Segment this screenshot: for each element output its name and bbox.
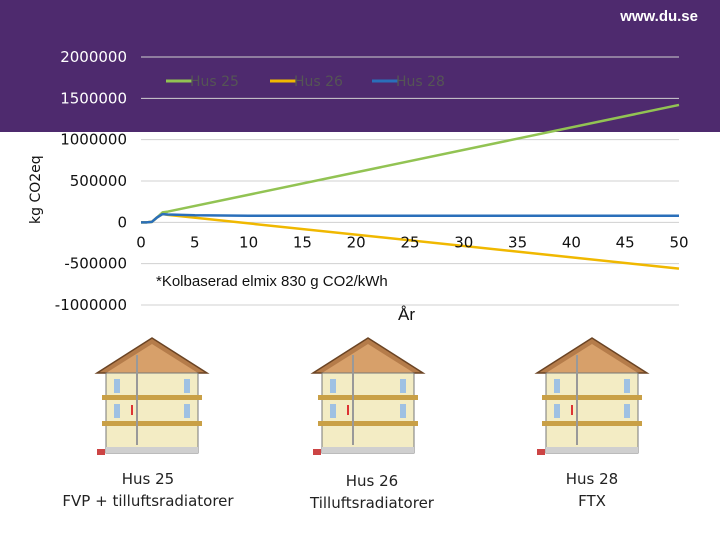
x-tick-label: 30	[454, 233, 473, 251]
y-tick-label: -1000000	[55, 296, 127, 314]
house-system-2: Tilluftsradiatorer	[310, 494, 434, 512]
house-illustration-1	[92, 335, 212, 460]
series-line-1	[141, 103, 680, 224]
house-system-3: FTX	[578, 492, 606, 510]
series-line-3	[141, 212, 679, 224]
y-tick-label: 1000000	[60, 131, 127, 149]
y-tick-label: 0	[117, 213, 127, 231]
x-tick-labels: 0 5 10 15 20 25 30 35 40 45 50	[136, 233, 688, 251]
house-name-1: Hus 25	[121, 470, 175, 488]
x-tick-label: 35	[508, 233, 527, 251]
house-illustration-2	[308, 335, 428, 460]
x-tick-label: 0	[136, 233, 146, 251]
x-axis-label: År	[398, 305, 415, 324]
house-icon	[94, 337, 210, 455]
house-icon	[310, 337, 426, 455]
x-tick-label: 45	[616, 233, 635, 251]
y-axis-label: kg CO2eq	[28, 155, 44, 224]
house-name-2: Hus 26	[345, 472, 399, 490]
x-tick-label: 20	[347, 233, 366, 251]
grid-lines	[141, 56, 679, 306]
house-illustration-3	[532, 335, 652, 460]
house-caption-2: Hus 26 Tilluftsradiatorer	[252, 470, 492, 514]
x-tick-label: 25	[400, 233, 419, 251]
chart-annotation: *Kolbaserad elmix 830 g CO2/kWh	[156, 273, 388, 290]
y-tick-label: 500000	[70, 172, 127, 190]
y-tick-labels: 2000000 1500000 1000000 500000 0 -500000 -1000…	[55, 48, 127, 314]
house-caption-3: Hus 28 FTX	[472, 468, 712, 512]
legend-label-2: Hus 26	[294, 74, 343, 90]
y-tick-label: 2000000	[60, 48, 127, 66]
x-tick-label: 10	[239, 233, 258, 251]
x-tick-label: 5	[190, 233, 200, 251]
legend-label-1: Hus 25	[190, 74, 239, 90]
x-tick-label: 50	[669, 233, 688, 251]
house-icon	[534, 337, 650, 455]
brand-url[interactable]: www.du.se	[620, 8, 698, 25]
series-lines	[141, 103, 680, 270]
house-caption-1: Hus 25 FVP + tilluftsradiatorer	[28, 468, 268, 512]
y-tick-label: -500000	[64, 255, 127, 273]
y-tick-label: 1500000	[60, 89, 127, 107]
x-tick-label: 40	[562, 233, 581, 251]
legend-label-3: Hus 28	[396, 74, 445, 90]
x-tick-label: 15	[293, 233, 312, 251]
house-system-1: FVP + tilluftsradiatorer	[62, 492, 234, 510]
house-name-3: Hus 28	[565, 470, 619, 488]
header-bar: www.du.se	[0, 0, 720, 132]
legend: Hus 25 Hus 26 Hus 28	[166, 74, 445, 90]
